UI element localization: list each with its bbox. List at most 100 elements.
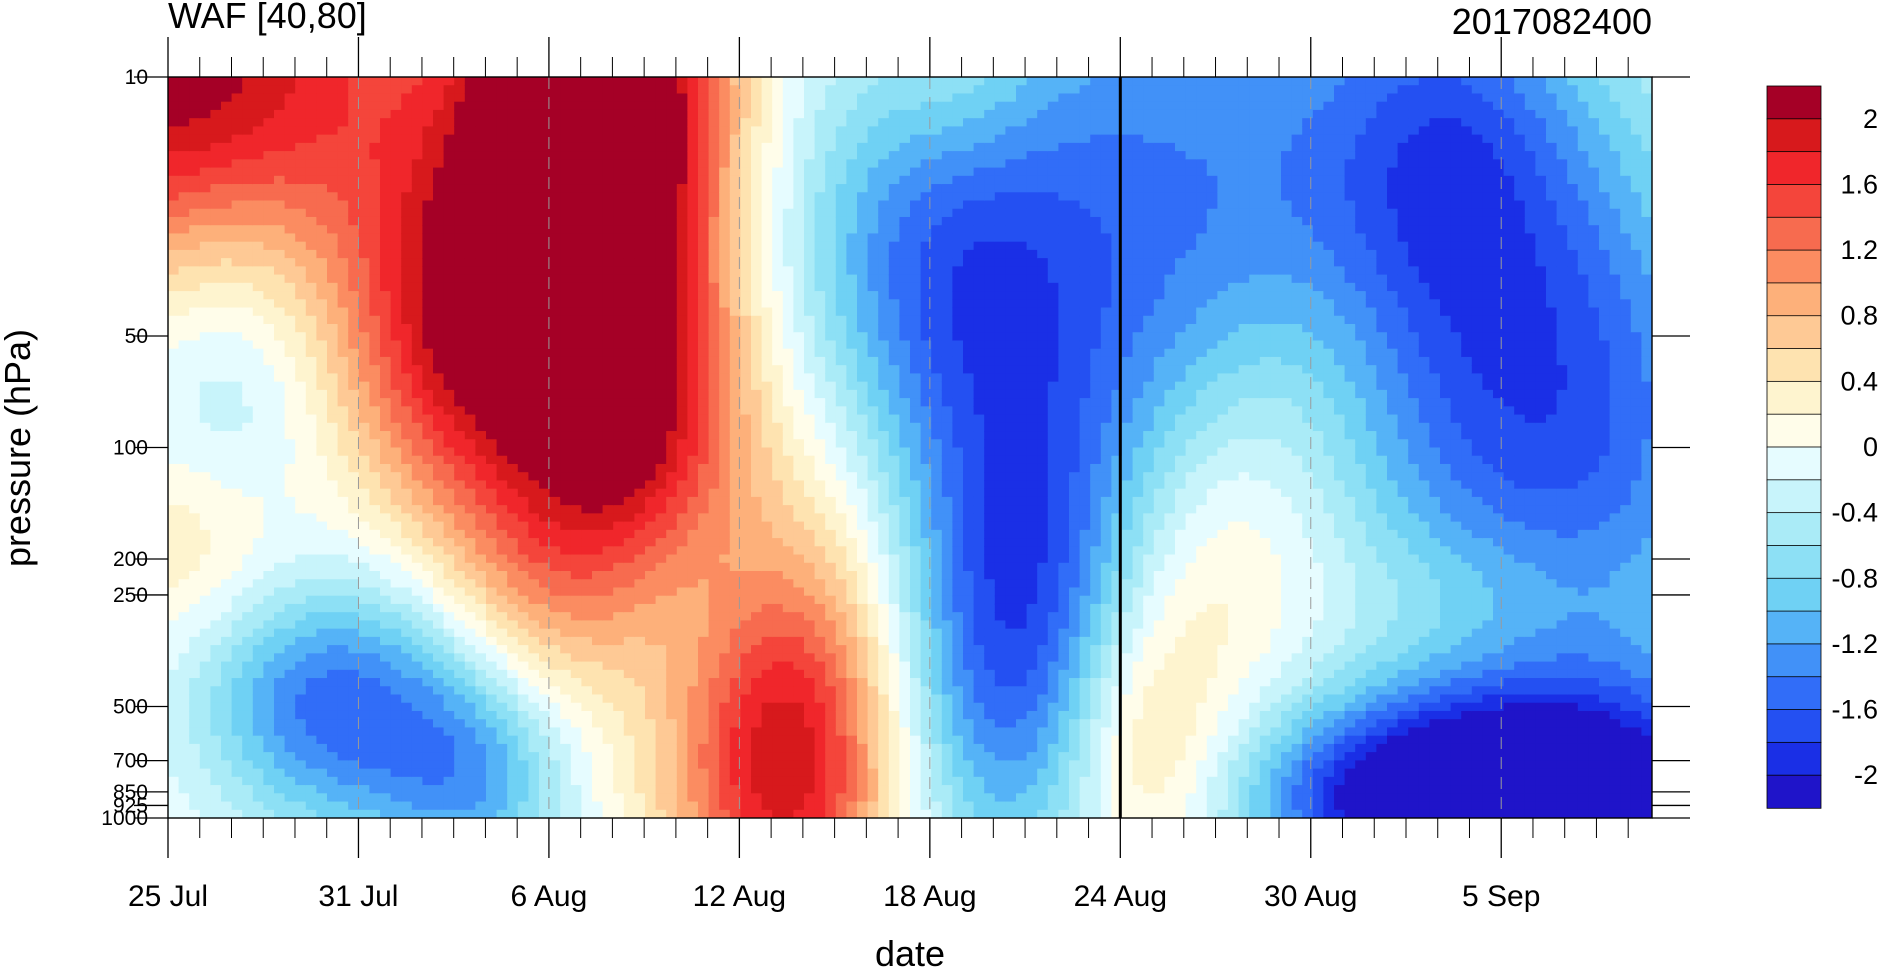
contour-cell bbox=[539, 126, 551, 136]
contour-cell bbox=[390, 571, 402, 580]
contour-cell bbox=[295, 480, 307, 490]
contour-cell bbox=[411, 365, 423, 374]
contour-cell bbox=[411, 702, 423, 712]
contour-cell bbox=[189, 142, 201, 152]
contour-cell bbox=[634, 266, 646, 276]
contour-cell bbox=[708, 529, 720, 539]
contour-cell bbox=[422, 645, 434, 654]
contour-cell bbox=[369, 266, 381, 276]
contour-cell bbox=[422, 636, 434, 646]
contour-cell bbox=[422, 603, 434, 613]
contour-cell bbox=[666, 134, 678, 144]
contour-cell bbox=[369, 422, 381, 432]
contour-cell bbox=[348, 488, 360, 498]
contour-cell bbox=[348, 743, 360, 753]
contour-cell bbox=[337, 307, 349, 317]
contour-cell bbox=[729, 472, 741, 482]
contour-cell bbox=[327, 233, 339, 243]
contour-cell bbox=[687, 324, 699, 333]
contour-cell bbox=[570, 439, 582, 449]
contour-cell bbox=[517, 414, 529, 424]
contour-cell bbox=[613, 636, 625, 646]
contour-cell bbox=[613, 669, 625, 679]
contour-cell bbox=[539, 291, 551, 300]
contour-cell bbox=[358, 134, 370, 144]
contour-cell bbox=[687, 406, 699, 416]
contour-cell bbox=[655, 258, 667, 267]
contour-cell bbox=[210, 258, 222, 267]
contour-cell bbox=[623, 472, 635, 482]
contour-cell bbox=[221, 710, 233, 720]
contour-cell bbox=[358, 216, 370, 226]
contour-cell bbox=[252, 669, 264, 679]
contour-cell bbox=[666, 365, 678, 374]
contour-cell bbox=[401, 719, 413, 729]
contour-cell bbox=[454, 282, 466, 292]
contour-cell bbox=[443, 603, 455, 613]
contour-cell bbox=[475, 521, 487, 531]
contour-cell bbox=[231, 571, 243, 580]
contour-cell bbox=[210, 241, 222, 251]
contour-cell bbox=[189, 101, 201, 111]
contour-cell bbox=[454, 447, 466, 457]
contour-cell bbox=[528, 200, 540, 210]
contour-cell bbox=[380, 439, 392, 449]
contour-cell bbox=[401, 727, 413, 737]
contour-cell bbox=[602, 258, 614, 267]
contour-cell bbox=[655, 159, 667, 169]
contour-cell bbox=[337, 513, 349, 523]
contour-cell bbox=[199, 793, 211, 803]
contour-cell bbox=[337, 365, 349, 374]
contour-cell bbox=[602, 324, 614, 333]
contour-cell bbox=[178, 381, 190, 391]
contour-cell bbox=[221, 538, 233, 547]
contour-cell bbox=[560, 546, 572, 556]
contour-cell bbox=[369, 208, 381, 218]
contour-cell bbox=[613, 529, 625, 539]
contour-cell bbox=[221, 85, 233, 95]
contour-cell bbox=[199, 307, 211, 317]
contour-cell bbox=[221, 447, 233, 457]
contour-cell bbox=[411, 307, 423, 317]
contour-cell bbox=[708, 538, 720, 547]
contour-cell bbox=[687, 603, 699, 613]
contour-cell bbox=[528, 340, 540, 350]
contour-cell bbox=[623, 118, 635, 127]
contour-cell bbox=[740, 274, 752, 284]
contour-cell bbox=[528, 496, 540, 506]
contour-cell bbox=[168, 422, 180, 432]
contour-cell bbox=[454, 381, 466, 391]
contour-cell bbox=[751, 315, 763, 325]
contour-cell bbox=[698, 159, 710, 169]
contour-cell bbox=[549, 743, 561, 753]
contour-cell bbox=[613, 307, 625, 317]
contour-cell bbox=[708, 389, 720, 399]
contour-cell bbox=[623, 93, 635, 103]
contour-cell bbox=[740, 200, 752, 210]
contour-cell bbox=[645, 719, 657, 729]
contour-cell bbox=[719, 365, 731, 374]
contour-cell bbox=[517, 159, 529, 169]
contour-cell bbox=[295, 356, 307, 366]
contour-cell bbox=[443, 801, 455, 811]
contour-cell bbox=[687, 686, 699, 696]
contour-cell bbox=[740, 636, 752, 646]
contour-cell bbox=[274, 299, 286, 309]
contour-cell bbox=[199, 538, 211, 547]
contour-cell bbox=[189, 603, 201, 613]
contour-cell bbox=[475, 710, 487, 720]
contour-cell bbox=[380, 431, 392, 440]
contour-cell bbox=[252, 752, 264, 761]
contour-cell bbox=[708, 151, 720, 160]
contour-cell bbox=[676, 793, 688, 803]
contour-cell bbox=[486, 348, 498, 358]
contour-cell bbox=[507, 101, 519, 111]
contour-cell bbox=[708, 571, 720, 580]
contour-cell bbox=[316, 200, 328, 210]
contour-cell bbox=[496, 340, 508, 350]
contour-cell bbox=[751, 101, 763, 111]
contour-cell bbox=[655, 752, 667, 761]
contour-cell bbox=[168, 793, 180, 803]
contour-cell bbox=[316, 521, 328, 531]
contour-cell bbox=[729, 398, 741, 407]
